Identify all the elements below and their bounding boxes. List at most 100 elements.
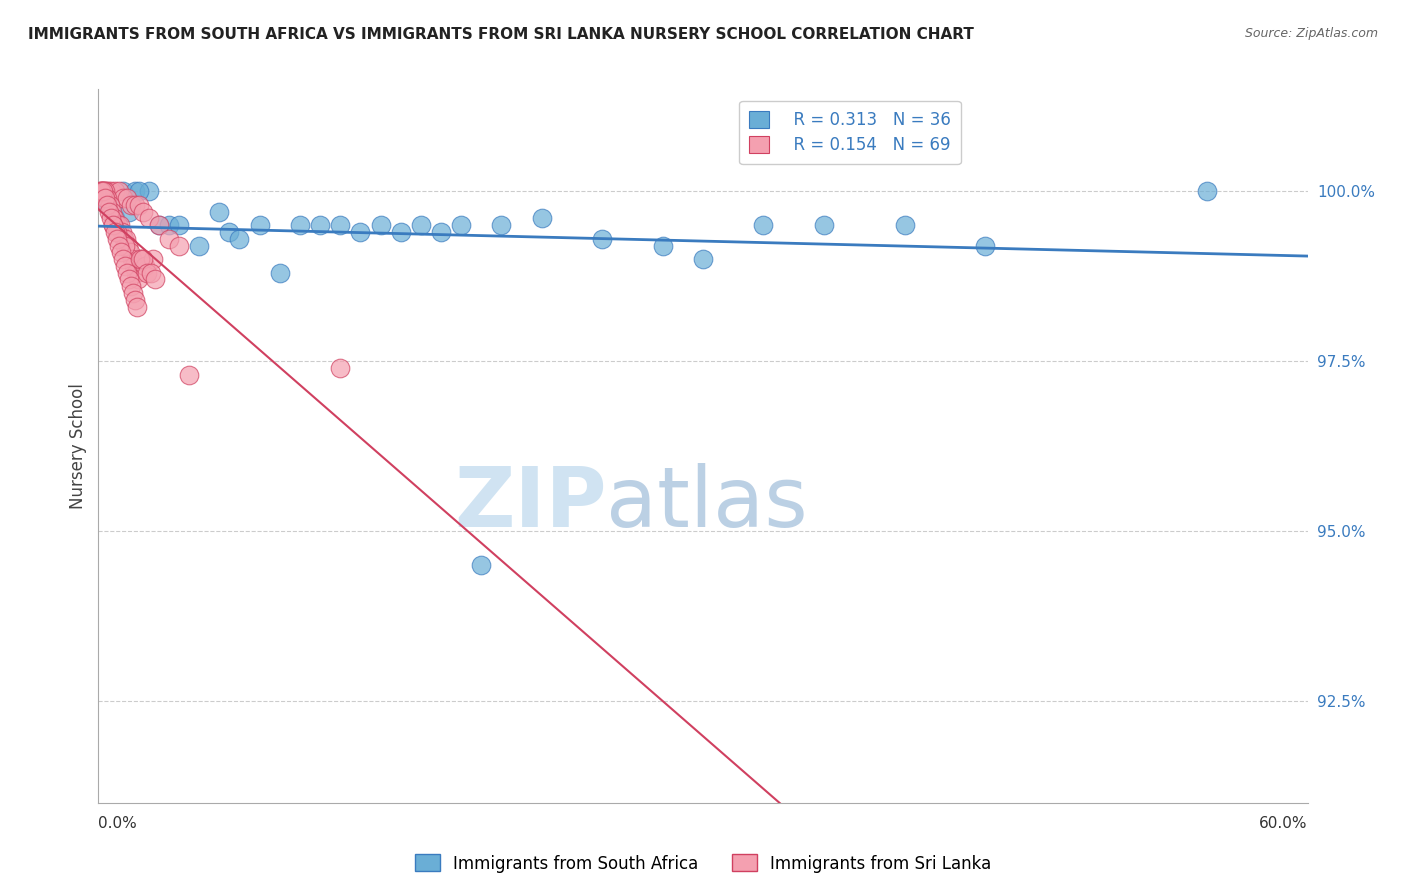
Point <box>115 266 138 280</box>
Text: ZIP: ZIP <box>454 463 606 543</box>
Point <box>142 252 165 266</box>
Point <box>111 184 134 198</box>
Point <box>103 211 125 226</box>
Point <box>103 184 125 198</box>
Point <box>114 238 136 252</box>
Point <box>148 218 170 232</box>
Point <box>167 218 190 232</box>
Point <box>329 218 352 232</box>
Point <box>430 225 453 239</box>
Point <box>138 211 160 226</box>
Point <box>108 238 131 252</box>
Point <box>107 218 129 232</box>
Point <box>208 204 231 219</box>
Point <box>96 198 118 212</box>
Point <box>89 184 111 198</box>
Point <box>893 218 915 232</box>
Point <box>97 198 120 212</box>
Point <box>103 211 125 226</box>
Point <box>591 232 613 246</box>
Point <box>112 232 135 246</box>
Point <box>530 211 553 226</box>
Point <box>157 232 180 246</box>
Point <box>974 238 997 252</box>
Point <box>128 252 150 266</box>
Point <box>269 266 291 280</box>
Text: IMMIGRANTS FROM SOUTH AFRICA VS IMMIGRANTS FROM SRI LANKA NURSERY SCHOOL CORRELA: IMMIGRANTS FROM SOUTH AFRICA VS IMMIGRAN… <box>28 27 974 42</box>
Point <box>752 218 775 232</box>
Point <box>188 238 211 252</box>
Point <box>128 198 150 212</box>
Point <box>134 259 156 273</box>
Point <box>98 198 121 212</box>
Point <box>118 204 141 219</box>
Point <box>132 204 155 219</box>
Point <box>101 218 124 232</box>
Point <box>105 232 128 246</box>
Point <box>91 184 114 198</box>
Legend:   R = 0.313   N = 36,   R = 0.154   N = 69: R = 0.313 N = 36, R = 0.154 N = 69 <box>740 101 960 164</box>
Point <box>148 218 170 232</box>
Point <box>120 198 142 212</box>
Legend: Immigrants from South Africa, Immigrants from Sri Lanka: Immigrants from South Africa, Immigrants… <box>408 847 998 880</box>
Point <box>132 252 155 266</box>
Point <box>93 184 115 198</box>
Point <box>288 218 311 232</box>
Point <box>111 252 134 266</box>
Text: atlas: atlas <box>606 463 808 543</box>
Point <box>228 232 250 246</box>
Point <box>813 218 835 232</box>
Point <box>94 184 117 198</box>
Point <box>651 238 673 252</box>
Point <box>91 184 114 198</box>
Point <box>309 218 332 232</box>
Point <box>122 259 145 273</box>
Point <box>409 218 432 232</box>
Point <box>97 204 120 219</box>
Point <box>96 191 118 205</box>
Point <box>167 238 190 252</box>
Point <box>94 191 117 205</box>
Point <box>124 198 146 212</box>
Point <box>110 245 132 260</box>
Point <box>1195 184 1218 198</box>
Text: Source: ZipAtlas.com: Source: ZipAtlas.com <box>1244 27 1378 40</box>
Point <box>127 272 149 286</box>
Text: 60.0%: 60.0% <box>1260 816 1308 831</box>
Point <box>450 218 472 232</box>
Point <box>100 204 122 219</box>
Point <box>105 225 128 239</box>
Point <box>124 184 146 198</box>
Text: 0.0%: 0.0% <box>98 816 138 831</box>
Point <box>125 266 148 280</box>
Point <box>117 238 139 252</box>
Point <box>110 225 132 239</box>
Point <box>127 300 149 314</box>
Point <box>118 272 141 286</box>
Point <box>93 184 115 198</box>
Point <box>491 218 513 232</box>
Point <box>389 225 412 239</box>
Point <box>107 184 129 198</box>
Point <box>101 218 124 232</box>
Point <box>138 184 160 198</box>
Point <box>122 286 145 301</box>
Point <box>100 184 122 198</box>
Point <box>124 293 146 307</box>
Point <box>139 266 162 280</box>
Point <box>135 266 157 280</box>
Point <box>692 252 714 266</box>
Point <box>90 184 112 198</box>
Point <box>129 252 152 266</box>
Point <box>470 558 492 572</box>
Point <box>97 184 120 198</box>
Point <box>157 218 180 232</box>
Point <box>104 218 127 232</box>
Point <box>96 184 118 198</box>
Point <box>329 360 352 375</box>
Point <box>114 232 136 246</box>
Point <box>108 218 131 232</box>
Point <box>114 259 136 273</box>
Point <box>120 279 142 293</box>
Point <box>104 225 127 239</box>
